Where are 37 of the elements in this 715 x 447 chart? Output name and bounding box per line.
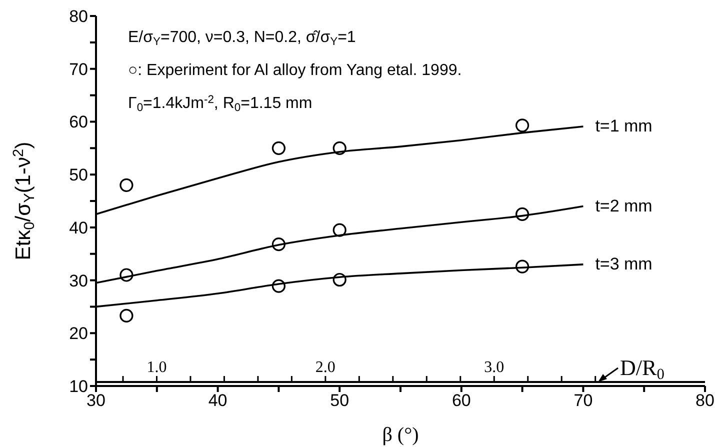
annotation: Γ$_{0}$=1.4kJm$^{-2}$, R$_{0}$=1.15 mm bbox=[128, 94, 312, 114]
x2-axis-title: D/R$_{0}$ bbox=[620, 355, 665, 383]
y-tick-label: 60 bbox=[69, 112, 88, 132]
annotation: E/σ$_{Y}$=700, ν=0.3, N=0.2, σ̂/σ$_{Y}$=1 bbox=[128, 29, 356, 48]
x-tick-label: 30 bbox=[86, 391, 106, 410]
point bbox=[516, 260, 530, 274]
y-tick-label: 80 bbox=[69, 7, 88, 26]
y-tick-label: 10 bbox=[69, 377, 88, 396]
point bbox=[120, 268, 134, 282]
x-tick-label: 50 bbox=[330, 391, 350, 410]
y-tick-label: 40 bbox=[69, 218, 88, 238]
x2-tick-label: 1.0 bbox=[146, 359, 167, 376]
y-tick-label: 70 bbox=[69, 60, 88, 79]
point bbox=[516, 118, 530, 132]
x-tick-label: 40 bbox=[208, 391, 228, 410]
x-tick-label: 60 bbox=[452, 391, 471, 410]
point bbox=[332, 223, 346, 237]
x-axis-title: β (°) bbox=[382, 424, 419, 446]
point bbox=[120, 308, 134, 322]
point bbox=[332, 141, 346, 155]
point bbox=[272, 141, 286, 155]
point bbox=[272, 279, 286, 293]
y-tick-label: 50 bbox=[69, 166, 88, 185]
y-tick-label: 30 bbox=[69, 271, 88, 290]
y-tick-label: 20 bbox=[69, 324, 88, 344]
series-label: t=1 mm bbox=[595, 116, 652, 136]
point bbox=[516, 207, 530, 222]
point bbox=[332, 272, 346, 287]
series-label: t=3 mm bbox=[595, 254, 652, 274]
x-tick-label: 70 bbox=[574, 391, 593, 410]
point bbox=[272, 238, 286, 252]
point bbox=[120, 178, 134, 192]
annotation: ○: Experiment for Al alloy from Yang etal. 1999. bbox=[128, 62, 462, 79]
x2-tick-label: 2.0 bbox=[315, 359, 336, 376]
x-tick-label: 80 bbox=[696, 391, 714, 410]
x2-tick-label: 3.0 bbox=[484, 359, 504, 376]
series-label: t=2 mm bbox=[595, 196, 652, 216]
